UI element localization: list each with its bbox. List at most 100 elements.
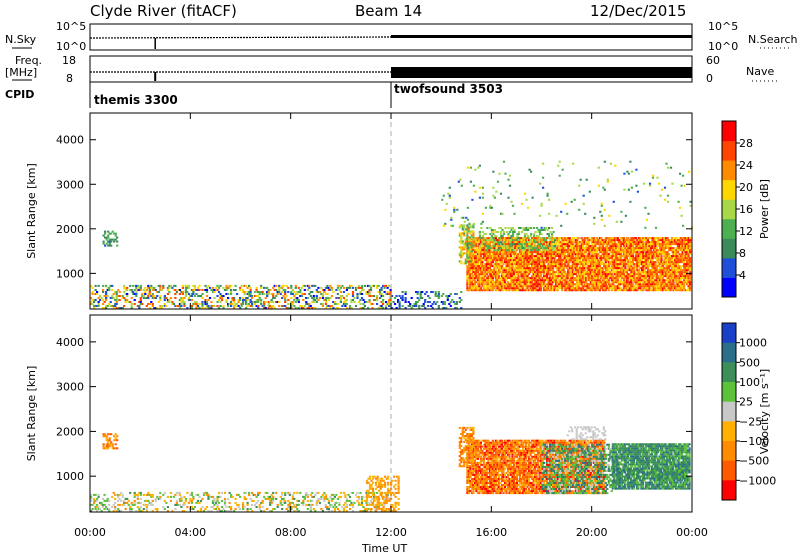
heatmap-cell (555, 267, 558, 270)
heatmap-cell (630, 275, 633, 278)
heatmap-cell (460, 232, 463, 235)
heatmap-cell (556, 245, 559, 248)
heatmap-cell (531, 279, 534, 282)
heatmap-cell (472, 224, 475, 227)
heatmap-cell (254, 295, 257, 297)
heatmap-cell (535, 269, 538, 272)
heatmap-cell (505, 287, 508, 290)
heatmap-cell (529, 261, 532, 264)
heatmap-cell (257, 307, 260, 309)
heatmap-cell (478, 273, 481, 276)
heatmap-cell (550, 251, 553, 254)
heatmap-cell (251, 301, 254, 303)
heatmap-cell (296, 297, 299, 299)
heatmap-cell (499, 287, 502, 290)
heatmap-cell (470, 259, 473, 262)
heatmap-cell (582, 249, 585, 252)
heatmap-cell (502, 271, 505, 274)
heatmap-cell (545, 249, 548, 252)
heatmap-cell (651, 255, 654, 258)
heatmap-cell (672, 283, 675, 286)
heatmap-cell (254, 303, 257, 305)
heatmap-cell (562, 249, 565, 252)
heatmap-cell (434, 293, 437, 295)
heatmap-cell (472, 249, 475, 252)
heatmap-cell (595, 281, 598, 284)
heatmap-cell (579, 267, 582, 270)
heatmap-cell (678, 277, 681, 280)
heatmap-cell (561, 277, 564, 280)
heatmap-cell (494, 261, 497, 264)
heatmap-cell (610, 279, 613, 282)
heatmap-cell (508, 275, 511, 278)
heatmap-cell (597, 261, 600, 264)
heatmap-cell (524, 277, 528, 280)
heatmap-cell (479, 253, 482, 256)
heatmap-cell (293, 295, 296, 297)
heatmap-cell (577, 243, 580, 246)
heatmap-cell (333, 303, 336, 305)
heatmap-cell (639, 257, 642, 260)
heatmap-cell (628, 241, 631, 244)
heatmap-cell (263, 305, 266, 307)
heatmap-cell (502, 285, 505, 288)
heatmap-cell (546, 285, 549, 288)
heatmap-cell (636, 257, 639, 260)
heatmap-cell (505, 253, 508, 256)
heatmap-cell (305, 303, 308, 305)
heatmap-cell (533, 233, 536, 236)
heatmap-cell (683, 283, 686, 286)
heatmap-cell (565, 261, 568, 264)
heatmap-cell (290, 291, 293, 293)
heatmap-cell (537, 245, 540, 248)
heatmap-cell (181, 293, 184, 295)
heatmap-cell (652, 263, 656, 266)
heatmap-cell (475, 267, 478, 270)
heatmap-cell (627, 289, 630, 292)
heatmap-cell (684, 289, 687, 292)
heatmap-cell (273, 284, 276, 287)
heatmap-cell (618, 273, 621, 276)
heatmap-cell (574, 247, 577, 250)
heatmap-cell (230, 293, 233, 295)
heatmap-cell (559, 283, 562, 286)
heatmap-cell (552, 265, 555, 268)
heatmap-cell (612, 251, 615, 254)
heatmap-cell (470, 267, 473, 270)
heatmap-cell (547, 283, 550, 286)
heatmap-cell (582, 243, 585, 246)
heatmap-cell (675, 247, 678, 250)
heatmap-cell (541, 243, 544, 246)
heatmap-cell (267, 293, 270, 295)
heatmap-cell (291, 303, 294, 305)
heatmap-cell (460, 236, 463, 239)
heatmap-cell (627, 243, 630, 246)
heatmap-cell (485, 259, 488, 262)
heatmap-cell (520, 271, 523, 274)
heatmap-cell (577, 257, 580, 260)
heatmap-cell (205, 291, 209, 293)
heatmap-cell (565, 285, 568, 288)
heatmap-cell (640, 267, 643, 270)
heatmap-cell (655, 243, 659, 246)
heatmap-cell (542, 249, 545, 252)
heatmap-cell (296, 307, 299, 309)
heatmap-cell (104, 236, 107, 239)
heatmap-cell (637, 261, 640, 264)
heatmap-cell (621, 241, 624, 244)
heatmap-cell (675, 279, 678, 282)
heatmap-cell (588, 255, 591, 258)
heatmap-cell (538, 273, 541, 276)
heatmap-cell (528, 289, 531, 292)
heatmap-cell (308, 303, 311, 305)
heatmap-cell (335, 297, 338, 299)
heatmap-cell (506, 275, 510, 278)
heatmap-cell (652, 265, 656, 268)
heatmap-cell (649, 249, 653, 252)
heatmap-cell (123, 284, 126, 287)
heatmap-cell (628, 245, 631, 248)
heatmap-cell (103, 301, 106, 303)
heatmap-cell (478, 239, 481, 242)
heatmap-cell (309, 305, 312, 307)
heatmap-cell (160, 289, 163, 291)
